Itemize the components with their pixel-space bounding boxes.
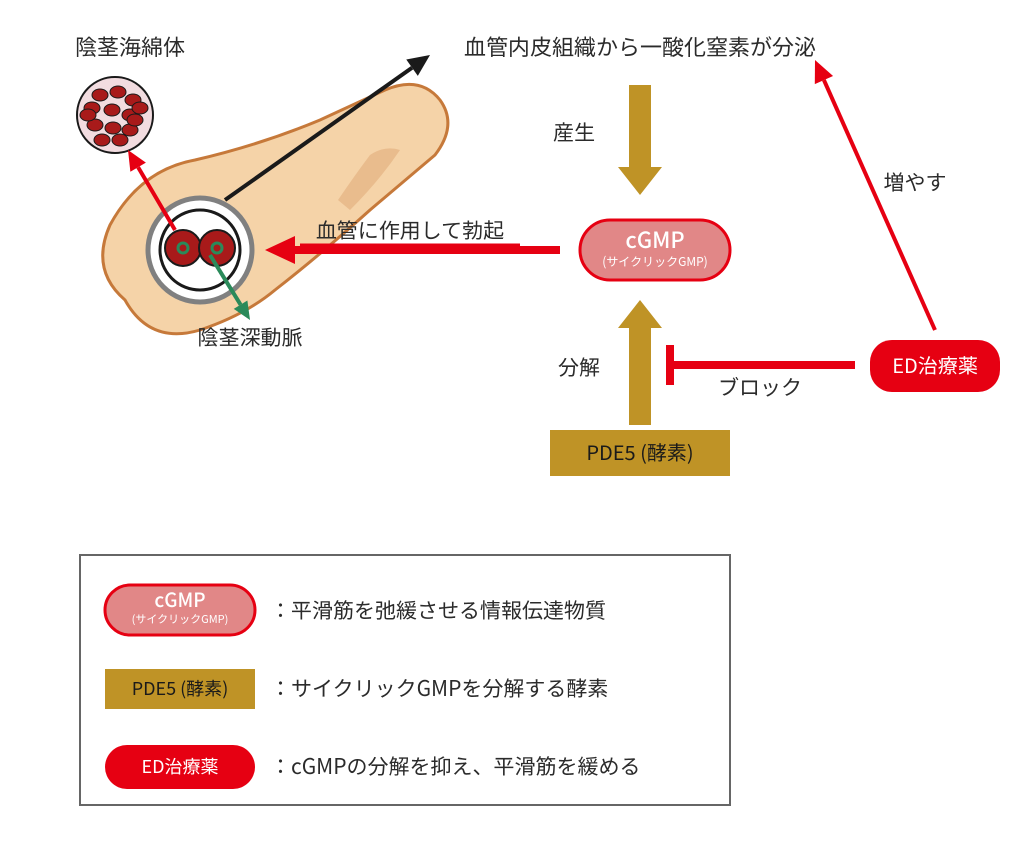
deep-artery-label: 陰茎深動脈	[198, 322, 303, 352]
corpus-left	[165, 230, 201, 266]
increase-label: 増やす	[884, 167, 947, 197]
legend-cgmp-desc: ：平滑筋を弛緩させる情報伝達物質	[270, 595, 606, 625]
canvas-bg	[0, 0, 1024, 841]
cgmp-sub-text: (サイクリックGMP)	[602, 253, 707, 270]
blood-blob	[92, 89, 108, 101]
blood-blob	[110, 86, 126, 98]
legend-cgmp-main: cGMP	[154, 586, 205, 613]
no-title-label: 血管内皮組織から一酸化窒素が分泌	[464, 30, 816, 62]
legend-pde5-text: PDE5 (酵素)	[132, 675, 229, 701]
blood-blob	[132, 102, 148, 114]
blood-blob	[80, 109, 96, 121]
erection-label: 血管に作用して勃起	[316, 215, 504, 245]
ed-text: ED治療薬	[892, 350, 978, 379]
blood-blob	[104, 104, 120, 116]
corpus-detail	[77, 77, 153, 153]
corpus-right	[199, 230, 235, 266]
corpus-label: 陰茎海綿体	[75, 30, 185, 62]
legend-ed-text: ED治療薬	[142, 753, 219, 779]
blood-blob	[112, 134, 128, 146]
produce-label: 産生	[553, 117, 595, 147]
cgmp-main-text: cGMP	[625, 223, 684, 255]
legend-pde5-desc: ：サイクリックGMPを分解する酵素	[270, 673, 608, 703]
legend-ed-desc: ：cGMPの分解を抑え、平滑筋を緩める	[270, 751, 641, 781]
pde5-text: PDE5 (酵素)	[586, 437, 693, 466]
blood-blob	[127, 114, 143, 126]
decompose-label: 分解	[558, 352, 600, 382]
blood-blob	[105, 122, 121, 134]
blood-blob	[94, 134, 110, 146]
block-label: ブロック	[718, 372, 802, 402]
legend-cgmp-sub: (サイクリックGMP)	[132, 611, 229, 627]
